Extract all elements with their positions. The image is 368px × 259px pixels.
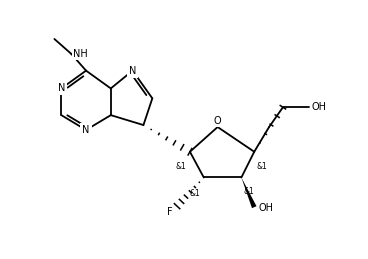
Text: N: N: [82, 125, 90, 135]
Text: O: O: [214, 116, 222, 126]
Text: N: N: [58, 83, 65, 93]
Text: OH: OH: [258, 203, 273, 213]
Text: NH: NH: [73, 49, 88, 59]
Polygon shape: [241, 177, 256, 208]
Text: &1: &1: [243, 187, 254, 196]
Text: &1: &1: [189, 189, 200, 198]
Text: N: N: [129, 66, 136, 76]
Text: &1: &1: [175, 162, 186, 171]
Text: &1: &1: [256, 162, 267, 171]
Text: OH: OH: [312, 102, 327, 112]
Text: F: F: [167, 207, 173, 217]
